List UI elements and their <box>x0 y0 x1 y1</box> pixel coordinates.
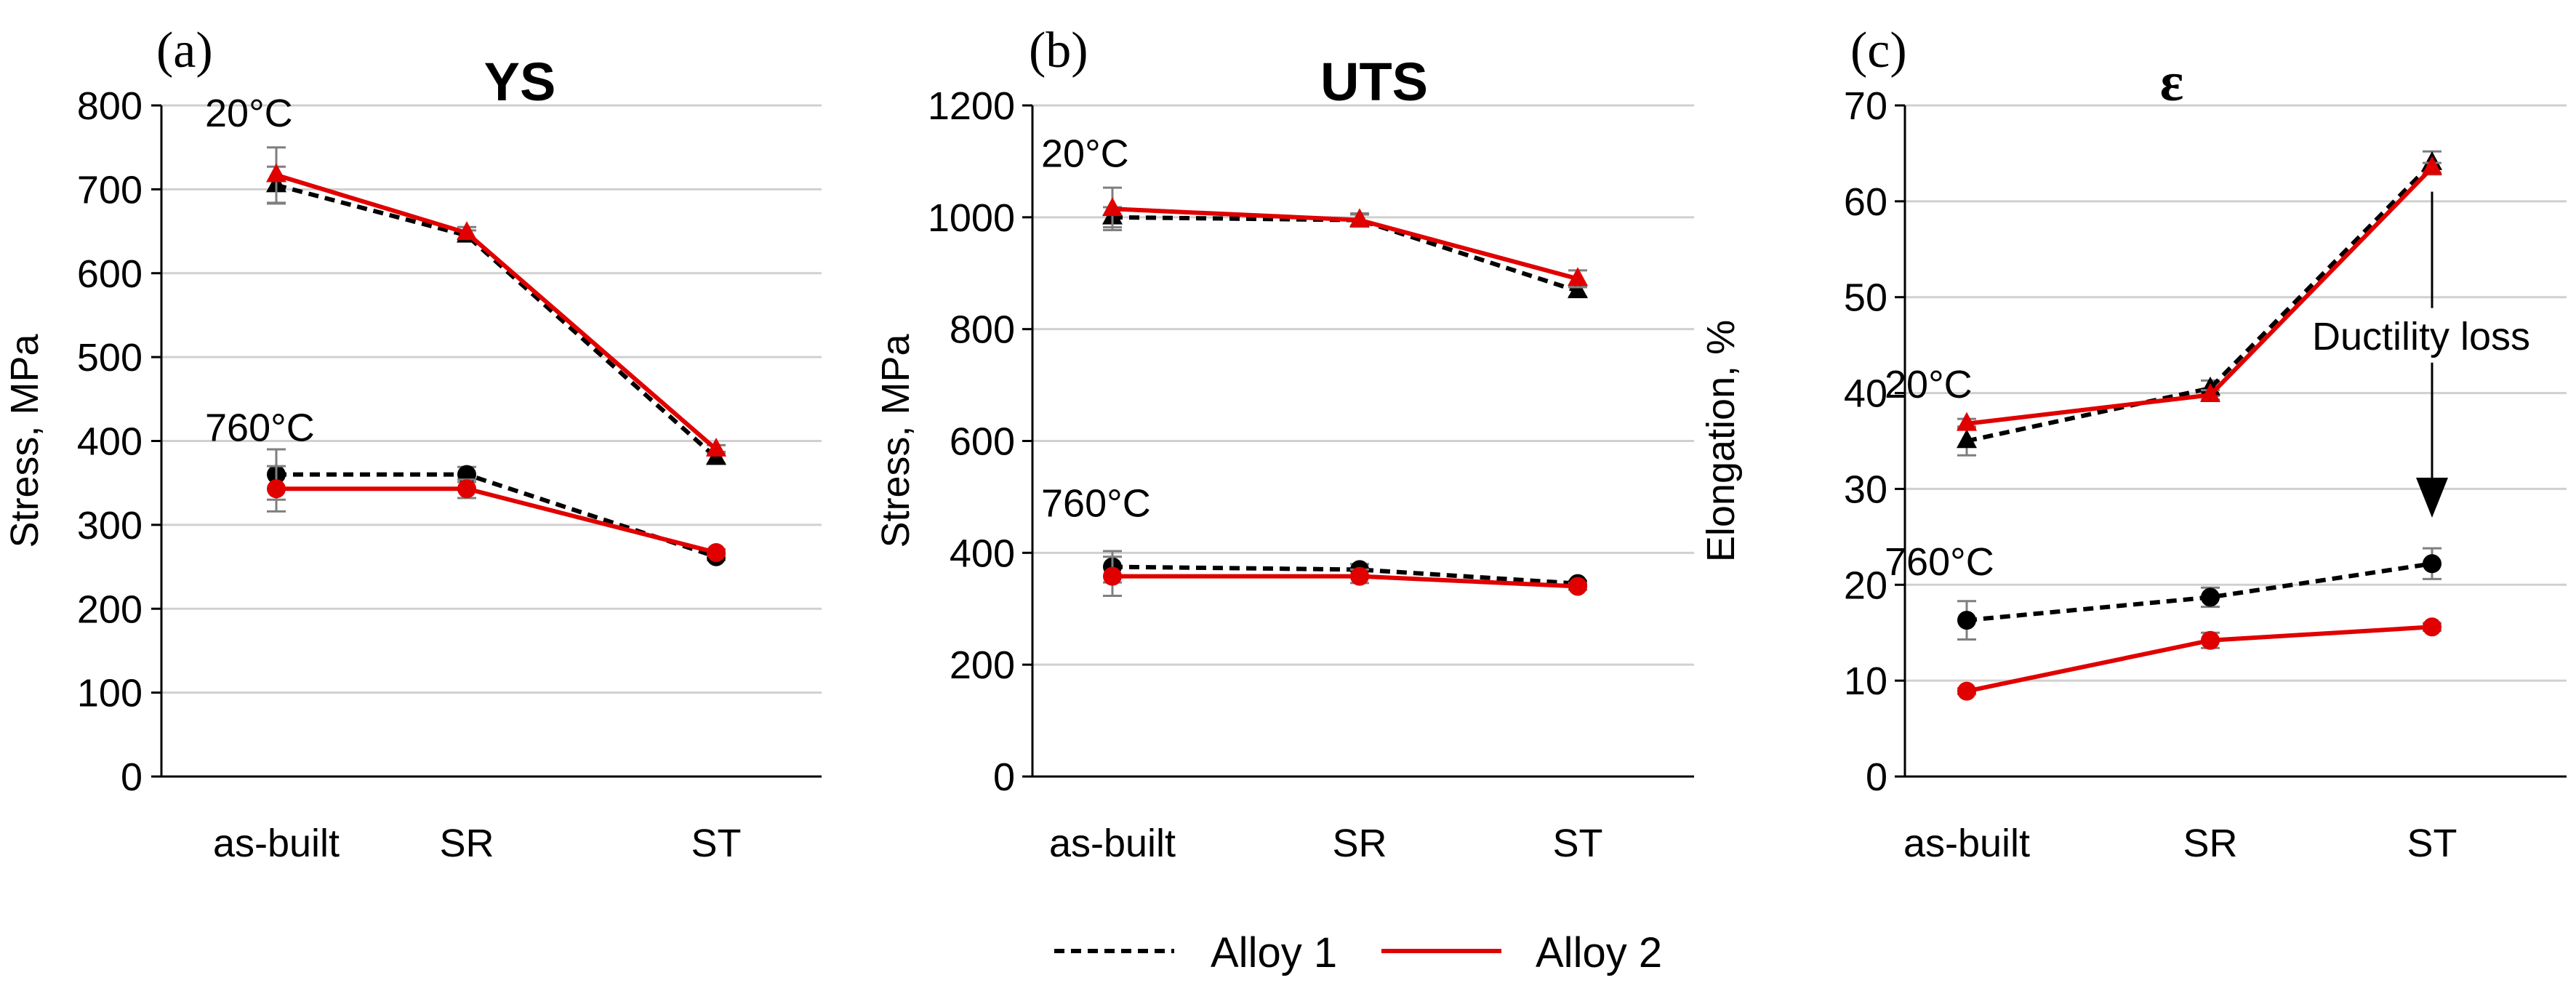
annotation-760c: 760°C <box>205 406 315 450</box>
x-tick-label: ST <box>1552 822 1602 865</box>
y-tick-label: 0 <box>1866 755 1887 799</box>
ductility-label-bg <box>2308 308 2576 363</box>
y-axis-label: Elongation, % <box>1699 320 1743 562</box>
y-tick-label: 60 <box>1844 180 1887 224</box>
data-point <box>2423 554 2441 574</box>
data-point <box>2200 383 2220 403</box>
x-tick-label: SR <box>2183 822 2237 865</box>
annotation-760c: 760°C <box>1885 540 1994 584</box>
series-line <box>276 172 718 452</box>
chart-title: YS <box>484 52 556 112</box>
y-tick-label: 1000 <box>928 196 1015 240</box>
y-axis-label: Stress, MPa <box>3 333 47 547</box>
x-tick-label: as-built <box>1903 822 2030 865</box>
y-tick-label: 400 <box>77 420 143 464</box>
y-tick-label: 70 <box>1844 84 1887 128</box>
ductility-label: Ductility loss <box>2312 315 2530 358</box>
data-point <box>1349 208 1370 228</box>
data-point <box>1957 681 1976 701</box>
legend: Alloy 1 Alloy 2 <box>1054 929 1662 976</box>
series-line <box>1966 561 2433 623</box>
y-tick-label: 0 <box>121 755 143 799</box>
data-point <box>1957 429 1977 449</box>
y-tick-label: 400 <box>950 531 1015 575</box>
data-point <box>266 163 286 182</box>
x-tick-label: SR <box>1332 822 1387 865</box>
y-axis-label: Stress, MPa <box>874 333 918 547</box>
y-tick-label: 600 <box>950 420 1015 464</box>
y-tick-label: 200 <box>77 587 143 631</box>
x-tick-label: as-built <box>213 822 340 865</box>
y-tick-label: 800 <box>950 308 1015 352</box>
data-point <box>2201 630 2220 650</box>
y-tick-label: 700 <box>77 168 143 212</box>
y-tick-label: 10 <box>1844 659 1887 703</box>
y-tick-label: 0 <box>993 755 1015 799</box>
data-point <box>1568 577 1587 596</box>
y-tick-label: 30 <box>1844 468 1887 511</box>
chart-title: ε <box>2160 52 2183 113</box>
ductility-arrow-head <box>2416 477 2448 518</box>
series-line <box>276 182 718 460</box>
data-point <box>706 437 726 457</box>
panel-label: (c) <box>1850 23 1907 79</box>
y-tick-label: 100 <box>77 672 143 715</box>
panel-label: (b) <box>1029 23 1088 79</box>
data-point <box>1957 412 1977 431</box>
annotation-760c: 760°C <box>1041 481 1151 525</box>
data-point <box>1568 267 1588 286</box>
annotation-20c: 20°C <box>1885 363 1973 406</box>
legend-label-alloy2: Alloy 2 <box>1536 929 1662 976</box>
annotation-20c: 20°C <box>205 92 293 135</box>
chart-panel-b: 0 200 400 600 800 1000 1200 as-built SR ST Stress,… <box>874 23 1694 865</box>
series-line <box>1112 214 1578 294</box>
data-point <box>2423 617 2441 637</box>
chart-panel-c: 0 10 20 30 40 50 60 70 as-built SR ST Elongation, %… <box>1699 23 2576 865</box>
data-point <box>2422 156 2442 175</box>
data-point <box>1102 197 1123 217</box>
y-tick-label: 50 <box>1844 276 1887 320</box>
series-line <box>276 486 717 555</box>
data-point <box>1957 611 1976 630</box>
legend-label-alloy1: Alloy 1 <box>1211 929 1337 976</box>
series-line <box>1966 161 2434 444</box>
y-tick-label: 600 <box>77 252 143 296</box>
chart-title: UTS <box>1320 52 1428 112</box>
y-tick-label: 40 <box>1844 372 1887 416</box>
chart-panel-a: 0 100 200 300 400 500 600 700 800 as-built SR ST Str… <box>3 23 822 865</box>
data-point <box>1350 566 1369 586</box>
data-point <box>267 479 286 499</box>
y-tick-label: 500 <box>77 336 143 380</box>
data-point <box>707 542 726 562</box>
y-tick-label: 20 <box>1844 563 1887 607</box>
x-tick-label: as-built <box>1049 822 1176 865</box>
y-tick-label: 300 <box>77 504 143 547</box>
x-tick-label: ST <box>691 822 741 865</box>
y-tick-label: 800 <box>77 84 143 128</box>
data-point <box>457 479 476 499</box>
data-point <box>457 221 477 241</box>
y-tick-label: 200 <box>950 643 1015 687</box>
series-line <box>1112 564 1578 586</box>
panel-label: (a) <box>156 23 213 79</box>
series-line <box>1112 574 1578 589</box>
data-point <box>1103 566 1122 586</box>
x-tick-label: ST <box>2407 822 2457 865</box>
y-tick-label: 1200 <box>928 84 1015 128</box>
data-point <box>2201 587 2220 607</box>
data-point <box>1568 279 1588 299</box>
annotation-20c: 20°C <box>1041 132 1129 176</box>
x-tick-label: SR <box>439 822 494 865</box>
series-line <box>1966 166 2434 426</box>
